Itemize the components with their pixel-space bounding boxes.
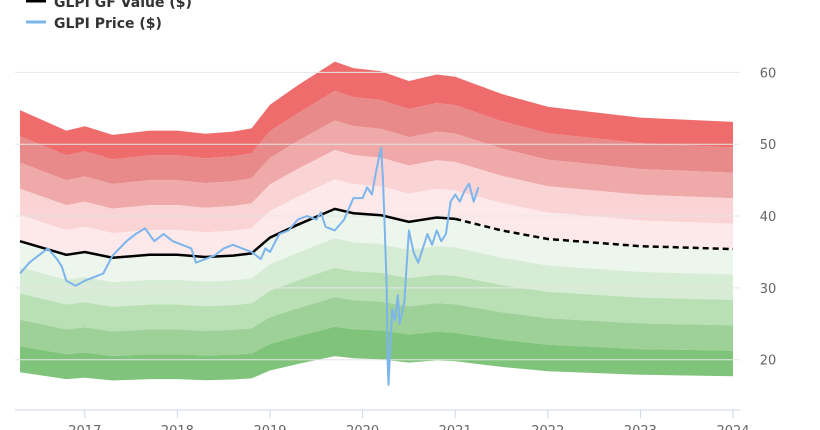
x-tick-label-2019: 2019 — [253, 424, 286, 430]
x-tick-label-2021: 2021 — [439, 424, 472, 430]
x-tick-label-2024: 2024 — [716, 424, 749, 430]
legend-label-gf-value: GLPI GF Value ($) — [54, 0, 192, 11]
gf-value-projection-line — [454, 217, 734, 251]
band-6 — [20, 208, 733, 283]
valuation-bands — [20, 61, 733, 381]
band-2 — [20, 91, 733, 184]
y-tick-label-40: 40 — [760, 210, 777, 225]
y-axis-ticks: 20 30 40 50 60 — [760, 66, 777, 368]
y-tick-label-50: 50 — [760, 138, 777, 153]
price-series — [19, 146, 480, 386]
price-line — [19, 146, 480, 386]
x-tick-label-2023: 2023 — [624, 424, 657, 430]
band-10 — [20, 326, 733, 381]
x-axis-ticks: 2017 2018 2019 2020 2021 2022 2023 2024 — [68, 410, 750, 430]
y-tick-label-60: 60 — [760, 66, 777, 81]
gf-value-series — [19, 207, 734, 259]
band-8 — [20, 267, 733, 332]
x-tick-label-2022: 2022 — [531, 424, 564, 430]
band-5 — [20, 179, 733, 258]
gf-value-line — [19, 207, 456, 259]
band-3 — [20, 120, 733, 209]
y-tick-label-30: 30 — [760, 282, 777, 297]
x-tick-label-2020: 2020 — [346, 424, 379, 430]
legend-label-price: GLPI Price ($) — [54, 16, 162, 32]
band-9 — [20, 297, 733, 356]
legend-item-gf-value[interactable]: GLPI GF Value ($) — [26, 0, 192, 11]
band-1 — [20, 61, 733, 160]
x-tick-label-2018: 2018 — [161, 424, 194, 430]
band-7 — [20, 238, 733, 307]
band-4 — [20, 150, 733, 234]
legend-item-price[interactable]: GLPI Price ($) — [26, 16, 162, 32]
x-tick-label-2017: 2017 — [68, 424, 101, 430]
legend: GLPI GF Value ($) GLPI Price ($) — [26, 0, 192, 32]
y-tick-label-20: 20 — [760, 354, 777, 369]
